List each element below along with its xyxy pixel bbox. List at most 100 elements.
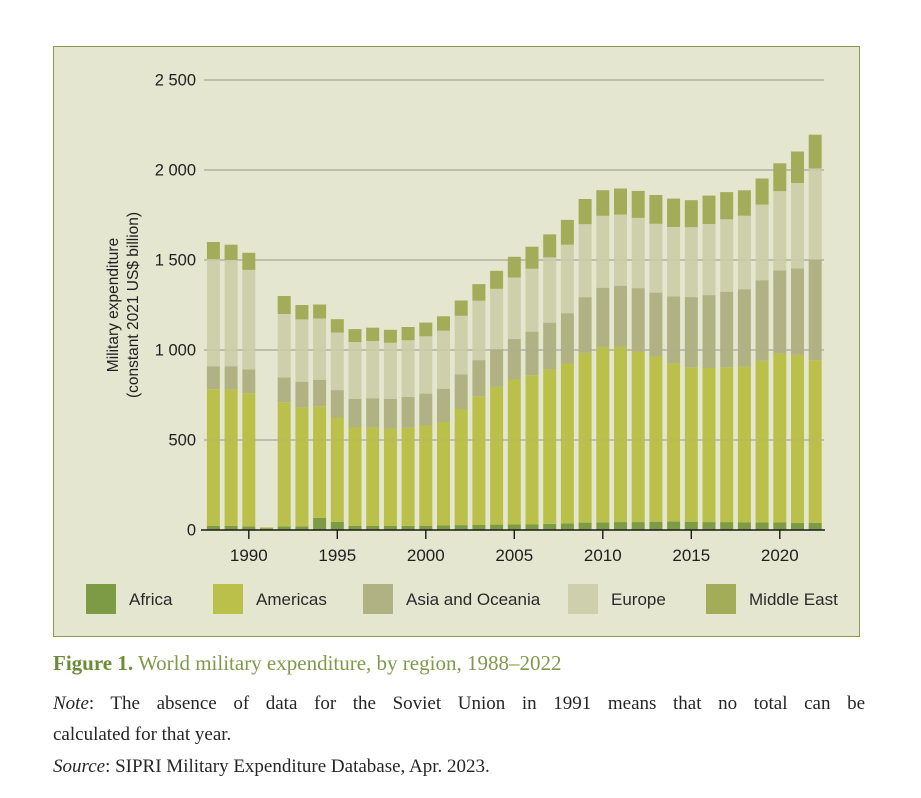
bar-segment-europe-2001 — [437, 330, 450, 389]
bar-segment-africa-1999 — [401, 525, 415, 530]
bar-segment-asia-and-oceania-2006 — [525, 331, 539, 376]
bar-segment-americas-2014 — [667, 363, 681, 522]
bar-segment-africa-2020 — [773, 522, 787, 530]
bar-segment-middle-east-2008 — [560, 219, 574, 245]
bar-segment-africa-1988 — [206, 526, 220, 530]
bar-segment-europe-2012 — [631, 217, 645, 289]
bar-segment-europe-2016 — [702, 224, 716, 296]
bar-segment-africa-1998 — [383, 526, 397, 530]
bar-segment-africa-2011 — [614, 522, 627, 530]
figure-note-line1: Note: The absence of data for the Soviet… — [53, 688, 865, 719]
bar-segment-americas-1992 — [277, 402, 291, 527]
bar-segment-americas-2020 — [773, 353, 787, 523]
bar-segment-americas-2012 — [631, 351, 645, 522]
bar-segment-europe-2005 — [507, 277, 521, 340]
source-label: Source — [53, 756, 106, 777]
bar-segment-asia-and-oceania-2011 — [614, 285, 627, 347]
bar-segment-asia-and-oceania-2009 — [578, 297, 592, 353]
x-tick-label-2015: 2015 — [672, 546, 710, 565]
y-tick-label-1000: 1 000 — [155, 342, 196, 360]
bar-segment-africa-2008 — [560, 523, 574, 530]
bar-segment-europe-2020 — [773, 191, 787, 271]
x-tick-label-1995: 1995 — [318, 546, 356, 565]
bar-segment-asia-and-oceania-1996 — [348, 398, 362, 428]
legend-swatch-europe — [568, 584, 598, 614]
bar-segment-europe-1993 — [295, 319, 309, 382]
bar-segment-middle-east-2019 — [755, 178, 769, 205]
bar-segment-middle-east-2003 — [472, 284, 486, 301]
bar-segment-asia-and-oceania-1997 — [366, 398, 380, 428]
bar-segment-africa-2007 — [543, 523, 557, 530]
x-tick-label-2000: 2000 — [407, 546, 445, 565]
bar-segment-africa-1996 — [348, 526, 362, 530]
bar-segment-africa-1991 — [260, 528, 273, 530]
bar-segment-middle-east-2000 — [419, 322, 433, 337]
bar-segment-europe-2010 — [596, 215, 610, 288]
bar-segment-middle-east-2020 — [773, 163, 787, 192]
x-tick-label-2005: 2005 — [495, 546, 533, 565]
bar-segment-asia-and-oceania-2013 — [649, 292, 663, 357]
bar-segment-asia-and-oceania-2001 — [437, 388, 450, 422]
y-tick-label-2500: 2 500 — [155, 72, 196, 90]
legend-swatch-americas — [213, 584, 243, 614]
bar-segment-middle-east-2015 — [684, 200, 698, 228]
bar-segment-middle-east-2021 — [791, 151, 804, 183]
bar-segment-middle-east-1995 — [330, 319, 344, 333]
legend-swatch-asia-and-oceania — [363, 584, 393, 614]
bar-segment-africa-2005 — [507, 524, 521, 530]
bar-segment-europe-2017 — [720, 219, 734, 292]
bar-segment-europe-2021 — [791, 183, 804, 269]
y-tick-label-500: 500 — [168, 432, 196, 450]
bar-segment-middle-east-1999 — [401, 327, 415, 341]
bar-segment-middle-east-2014 — [667, 198, 681, 227]
bar-segment-europe-1998 — [383, 342, 397, 399]
bar-segment-asia-and-oceania-2021 — [791, 268, 804, 355]
bar-segment-middle-east-2018 — [737, 190, 751, 216]
bar-segment-asia-and-oceania-2014 — [667, 296, 681, 364]
bar-segment-africa-2002 — [454, 525, 468, 530]
bar-segment-middle-east-1996 — [348, 329, 362, 343]
bar-segment-asia-and-oceania-1992 — [277, 377, 291, 403]
bar-segment-middle-east-1993 — [295, 305, 309, 320]
bar-segment-africa-1995 — [330, 521, 344, 530]
bar-segment-asia-and-oceania-1993 — [295, 381, 309, 408]
bar-segment-asia-and-oceania-1994 — [313, 379, 327, 407]
bar-segment-africa-2019 — [755, 522, 769, 530]
figure-note-line2: calculated for that year. — [53, 724, 232, 745]
bar-segment-americas-2005 — [507, 379, 521, 525]
bar-segment-africa-2021 — [791, 522, 804, 530]
legend-label-middle-east: Middle East — [749, 590, 838, 609]
note-text-line1: : The absence of data for the Soviet Uni… — [88, 693, 865, 714]
bar-segment-africa-2001 — [437, 525, 450, 530]
bar-segment-africa-2006 — [525, 524, 539, 530]
bar-segment-asia-and-oceania-2003 — [472, 360, 486, 397]
bar-segment-americas-2021 — [791, 354, 804, 523]
bar-segment-europe-1996 — [348, 342, 362, 399]
y-axis-title-line2: (constant 2021 US$ billion) — [125, 212, 142, 398]
bar-segment-middle-east-1989 — [224, 244, 238, 260]
bar-segment-africa-1997 — [366, 526, 380, 530]
bar-segment-americas-2007 — [543, 369, 557, 524]
bar-segment-asia-and-oceania-2007 — [543, 322, 557, 370]
bar-segment-europe-2014 — [667, 227, 681, 297]
source-text: : SIPRI Military Expenditure Database, A… — [105, 756, 490, 777]
bar-segment-americas-1996 — [348, 427, 362, 526]
bar-segment-americas-1993 — [295, 407, 309, 527]
bar-segment-middle-east-1994 — [313, 304, 327, 319]
bar-segment-asia-and-oceania-2016 — [702, 295, 716, 368]
bar-segment-africa-2009 — [578, 522, 592, 530]
bar-segment-americas-2001 — [437, 422, 450, 526]
bar-segment-asia-and-oceania-2018 — [737, 289, 751, 367]
bar-segment-asia-and-oceania-1988 — [206, 366, 220, 390]
bar-segment-africa-2018 — [737, 522, 751, 530]
bar-segment-europe-2015 — [684, 227, 698, 297]
bar-segment-americas-1995 — [330, 417, 344, 522]
bar-segment-americas-2010 — [596, 347, 610, 523]
bar-segment-asia-and-oceania-1989 — [224, 366, 238, 390]
bar-segment-middle-east-1990 — [242, 252, 256, 270]
figure-caption-text: World military expenditure, by region, 1… — [133, 651, 562, 675]
bar-segment-africa-2000 — [419, 525, 433, 530]
bar-segment-middle-east-2006 — [525, 246, 539, 269]
bar-segment-africa-2017 — [720, 522, 734, 530]
bar-segment-europe-1999 — [401, 340, 415, 397]
